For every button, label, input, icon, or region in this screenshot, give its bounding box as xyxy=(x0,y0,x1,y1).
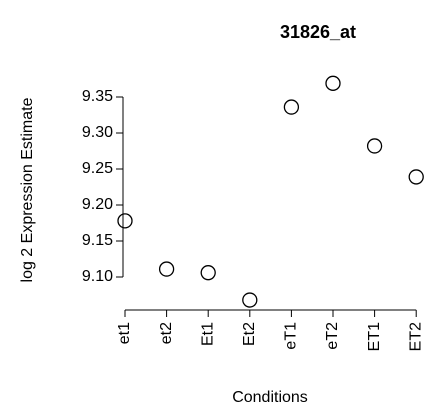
point xyxy=(408,169,424,185)
point xyxy=(117,213,133,229)
y-axis-label: log 2 Expression Estimate xyxy=(19,97,36,282)
x-tick-label: eT2 xyxy=(324,322,341,350)
x-axis-label: Conditions xyxy=(232,389,308,406)
y-tick-label: 9.30 xyxy=(82,124,113,141)
x-tick-label: Et1 xyxy=(199,322,216,346)
x-tick-label: et1 xyxy=(116,322,133,344)
y-tick-label: 9.35 xyxy=(82,88,113,105)
x-tick-label: ET1 xyxy=(366,322,383,351)
point xyxy=(283,99,300,115)
x-tick-label: eT1 xyxy=(283,322,300,350)
point xyxy=(242,292,258,308)
y-tick-label: 9.15 xyxy=(82,232,113,249)
y-tick-label: 9.10 xyxy=(82,268,113,285)
point xyxy=(158,261,175,277)
x-tick-label: et2 xyxy=(158,322,175,344)
x-tick-label: Et2 xyxy=(241,322,258,346)
y-tick-label: 9.25 xyxy=(82,160,113,177)
point xyxy=(325,75,341,91)
point xyxy=(200,265,216,281)
chart-title: 31826_at xyxy=(280,22,356,42)
point xyxy=(366,138,383,154)
x-tick-label: ET2 xyxy=(407,322,424,351)
y-tick-label: 9.20 xyxy=(82,196,113,213)
